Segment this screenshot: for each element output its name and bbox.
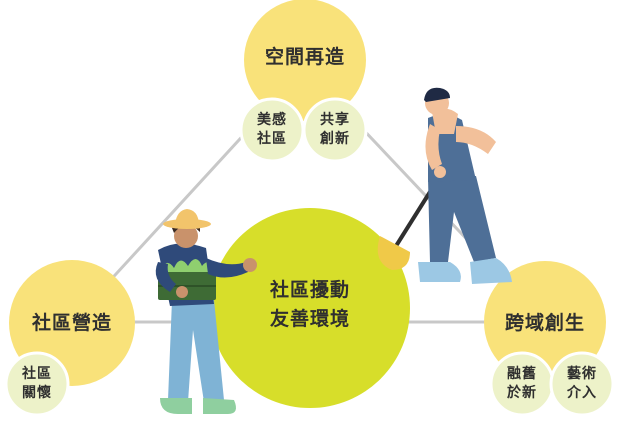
sub-circle-left-1	[4, 351, 70, 417]
sub-label-right-1: 融舊 於新	[507, 366, 537, 401]
sub-label-top-2: 共享 創新	[320, 112, 350, 147]
node-right-label: 跨域創生	[504, 312, 585, 335]
sub-label-left-1: 社區 關懷	[22, 366, 52, 401]
farmer-illustration	[155, 209, 257, 414]
sub-circle-right-2	[549, 351, 615, 417]
center-circle	[210, 208, 410, 408]
node-left-label: 社區營造	[31, 312, 112, 335]
worker-illustration	[377, 87, 512, 284]
sub-circle-top-2	[302, 97, 368, 163]
center-label: 社區擾動 友善環境	[269, 278, 350, 330]
sub-label-right-2: 藝術 介入	[567, 366, 597, 401]
node-top-label: 空間再造	[264, 46, 345, 69]
node-top-circle	[244, 0, 366, 121]
sub-label-top-1: 美感 社區	[257, 112, 287, 147]
